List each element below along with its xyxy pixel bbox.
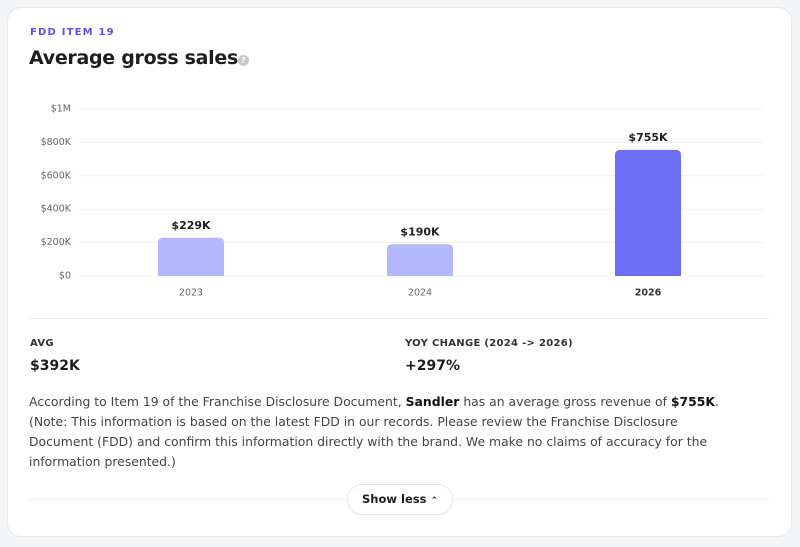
- bar: [387, 244, 453, 276]
- value-label: $229K: [171, 219, 211, 232]
- divider: [29, 318, 769, 319]
- bar: [615, 149, 681, 276]
- stat-value: +297%: [405, 358, 460, 374]
- x-tick-label: 2024: [408, 288, 432, 299]
- y-tick-label: $600K: [41, 170, 72, 181]
- brand: Sandler: [405, 394, 460, 409]
- value-label: $755K: [628, 131, 668, 144]
- bar: [158, 237, 224, 276]
- text: . (Note: This information is based on th…: [29, 394, 719, 469]
- y-tick-label: $1M: [51, 104, 71, 115]
- stat-label: AVG: [30, 338, 54, 349]
- description: According to Item 19 of the Franchise Di…: [29, 392, 719, 472]
- help-icon[interactable]: ?: [238, 55, 249, 66]
- chart: $0 $200K $400K $600K $800K $1M 2023 $229K 2024 $1…: [41, 104, 763, 299]
- card: FDD ITEM 19 Average gross sales ? $0 $200…: [7, 7, 792, 537]
- value-label: $190K: [400, 225, 440, 238]
- text: According to Item 19 of the Franchise Di…: [29, 394, 406, 409]
- y-tick-label: $400K: [41, 204, 72, 215]
- text: has an average gross revenue of: [459, 394, 671, 409]
- y-tick-label: $0: [59, 271, 71, 282]
- show-less-button[interactable]: Show less ⌃: [347, 484, 453, 515]
- x-tick-label: 2023: [179, 288, 203, 299]
- title: Average gross sales: [29, 47, 238, 69]
- amount: $755K: [670, 394, 715, 409]
- button-label: Show less: [362, 492, 427, 506]
- eyebrow: FDD ITEM 19: [30, 27, 115, 38]
- stat-label: YOY CHANGE (2024 -> 2026): [405, 338, 573, 349]
- y-tick-label: $800K: [41, 137, 72, 148]
- stat-value: $392K: [30, 358, 80, 374]
- x-tick-label: 2026: [635, 288, 662, 299]
- y-tick-label: $200K: [41, 237, 72, 248]
